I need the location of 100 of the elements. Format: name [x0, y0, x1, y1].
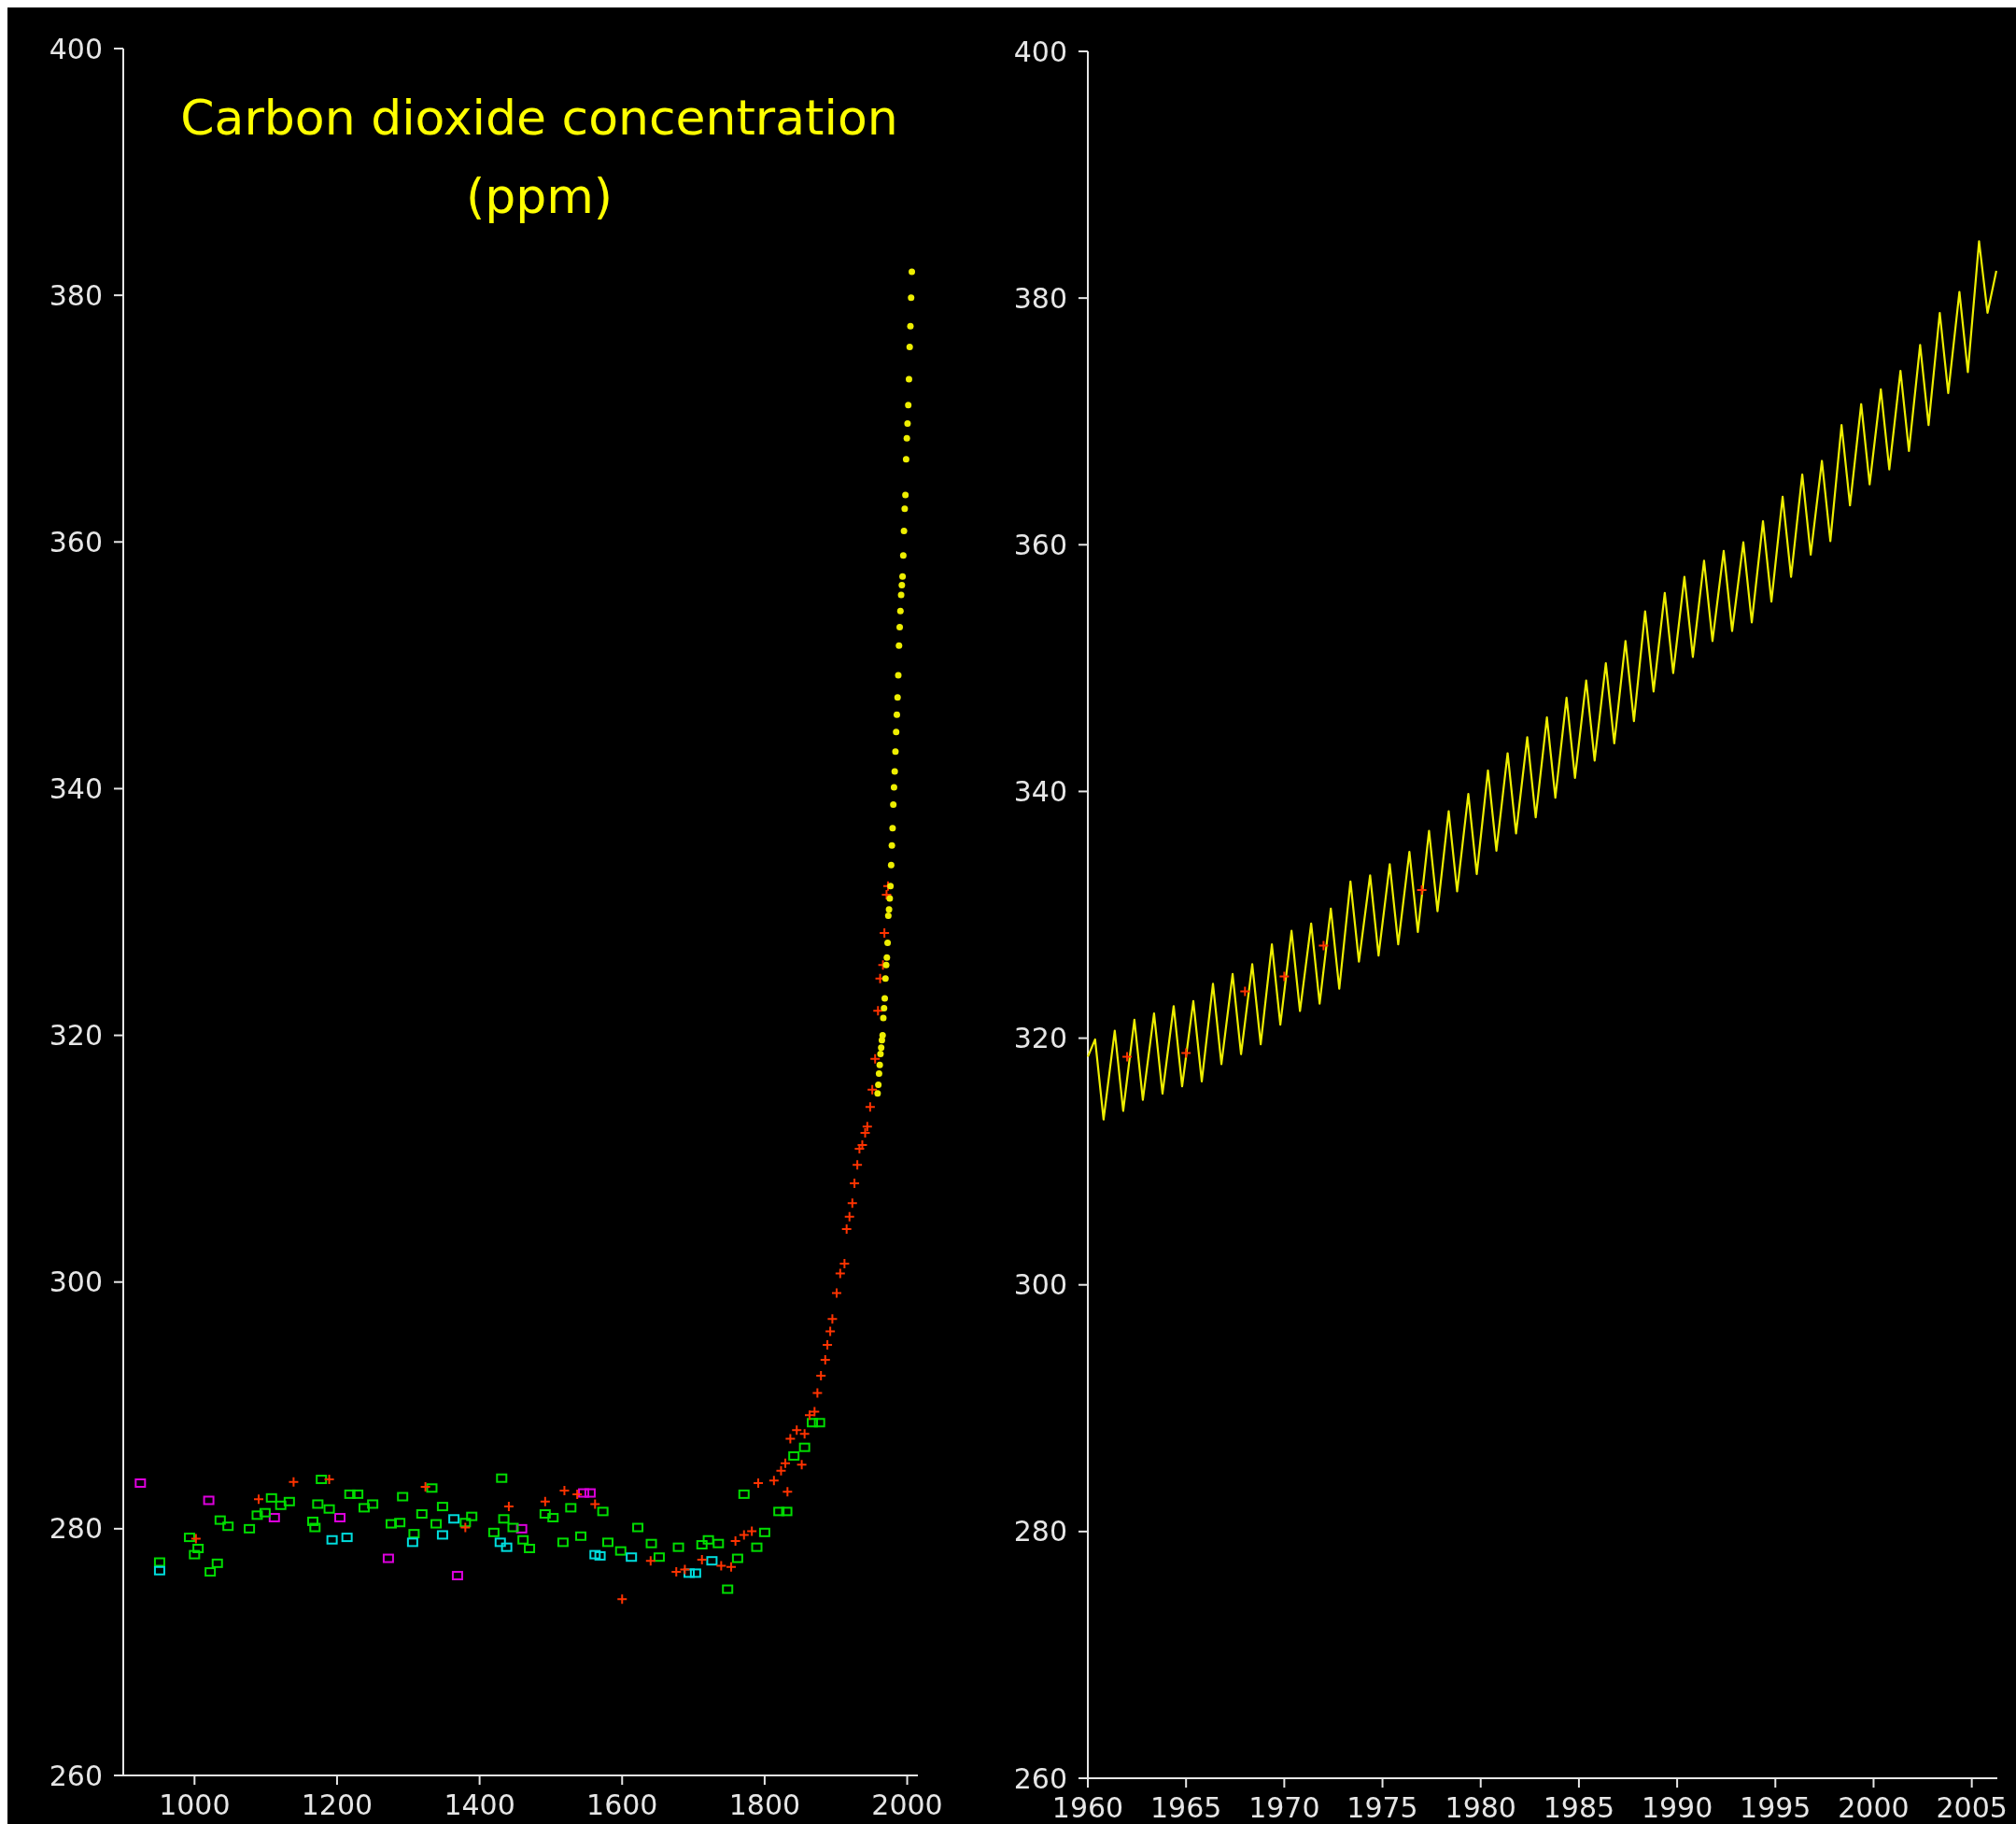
point — [451, 1571, 463, 1581]
point — [689, 1568, 701, 1578]
point — [881, 995, 889, 1002]
x-tick-label: 2005 — [1936, 1791, 2008, 1824]
point — [341, 1533, 353, 1543]
point — [904, 420, 911, 427]
point — [153, 1565, 165, 1576]
point — [874, 1090, 881, 1097]
y-tick-label: 340 — [49, 771, 103, 805]
point — [901, 505, 909, 513]
point — [268, 1512, 280, 1522]
point — [811, 1387, 824, 1399]
point — [809, 1406, 821, 1418]
point — [889, 825, 896, 832]
point — [898, 582, 906, 589]
point — [893, 711, 900, 718]
point — [644, 1555, 656, 1567]
y-tick-label: 320 — [1013, 1022, 1067, 1055]
point — [895, 672, 902, 679]
y-tick-label: 360 — [49, 525, 103, 559]
point — [768, 1475, 780, 1487]
point — [896, 607, 904, 615]
point — [876, 1061, 883, 1068]
point — [869, 1053, 881, 1065]
point — [1239, 985, 1251, 997]
point — [1278, 970, 1290, 983]
point — [782, 1486, 794, 1498]
point — [834, 1267, 846, 1280]
point — [494, 1537, 506, 1548]
x-tick-label: 1985 — [1543, 1791, 1615, 1824]
point — [134, 1478, 147, 1488]
point — [616, 1593, 628, 1605]
point — [905, 375, 912, 383]
point — [893, 728, 900, 736]
point — [906, 344, 913, 351]
point — [746, 1525, 758, 1537]
point — [288, 1476, 300, 1488]
x-tick-label: 1975 — [1346, 1791, 1418, 1824]
point — [880, 1014, 887, 1022]
point — [726, 1561, 738, 1573]
x-tick-label: 1990 — [1641, 1791, 1713, 1824]
line-series — [1086, 240, 1998, 1121]
point — [905, 402, 912, 409]
point — [895, 642, 903, 649]
point — [903, 434, 910, 442]
y-tick-label: 380 — [1013, 281, 1067, 315]
point — [908, 294, 915, 302]
point — [897, 591, 905, 599]
x-tick-label: 1970 — [1248, 1791, 1320, 1824]
y-tick-label: 260 — [49, 1759, 103, 1792]
point — [884, 912, 892, 919]
point — [539, 1495, 551, 1507]
point — [382, 1553, 394, 1563]
point — [578, 1488, 590, 1498]
point — [846, 1197, 858, 1209]
point — [882, 961, 890, 969]
point — [1121, 1051, 1134, 1063]
point — [909, 268, 916, 276]
point — [872, 1005, 884, 1017]
x-tick-label: 1000 — [159, 1789, 231, 1821]
point — [334, 1512, 346, 1522]
point — [775, 1464, 787, 1477]
point — [885, 906, 893, 913]
point — [886, 895, 894, 902]
point — [888, 841, 895, 849]
point — [892, 748, 899, 756]
point — [902, 456, 909, 463]
point — [875, 1070, 882, 1078]
point — [887, 883, 895, 890]
point — [436, 1530, 448, 1540]
point — [852, 1159, 864, 1171]
x-tick-label: 2000 — [871, 1789, 943, 1821]
y-tick-label: 280 — [1013, 1515, 1067, 1548]
point — [679, 1563, 691, 1576]
point — [861, 1121, 873, 1133]
x-tick-label: 1965 — [1150, 1791, 1222, 1824]
point — [500, 1542, 513, 1552]
y-tick-label: 280 — [49, 1512, 103, 1546]
point — [203, 1495, 215, 1506]
point — [784, 1433, 797, 1445]
point — [881, 1005, 888, 1012]
point — [738, 1529, 750, 1541]
y-tick-label: 360 — [1013, 528, 1067, 561]
y-tick-label: 380 — [49, 278, 103, 312]
point — [867, 1083, 879, 1096]
point — [584, 1488, 596, 1498]
point — [843, 1210, 855, 1223]
point — [899, 552, 907, 559]
point — [894, 694, 901, 701]
point — [902, 491, 909, 499]
point — [878, 1044, 885, 1052]
point — [515, 1523, 528, 1534]
point — [826, 1313, 839, 1325]
point — [589, 1549, 601, 1560]
point — [881, 975, 889, 983]
point — [883, 954, 891, 961]
point — [896, 623, 904, 630]
point — [907, 322, 914, 330]
y-tick-label: 300 — [49, 1265, 103, 1299]
point — [715, 1560, 727, 1572]
